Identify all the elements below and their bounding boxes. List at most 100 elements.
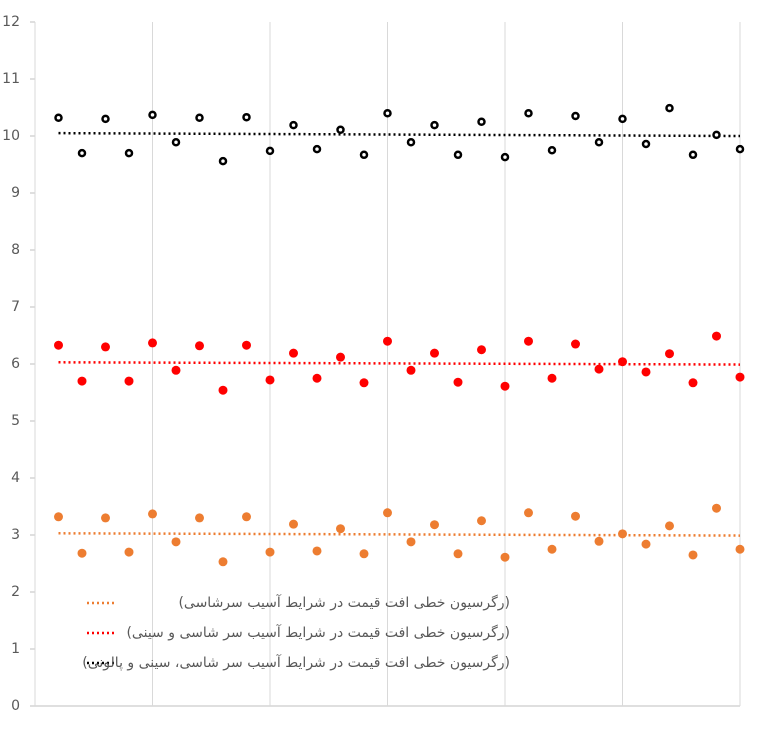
y-tick-label: 0 bbox=[11, 698, 20, 714]
point bbox=[547, 146, 557, 155]
point bbox=[735, 372, 745, 382]
point bbox=[101, 114, 110, 124]
point bbox=[218, 156, 228, 166]
point bbox=[524, 336, 533, 346]
point bbox=[148, 509, 157, 519]
point bbox=[265, 146, 275, 156]
point bbox=[453, 150, 463, 160]
point bbox=[406, 537, 416, 547]
trendline bbox=[58, 361, 741, 366]
legend-label: (رگرسیون خطی افت قیمت در شرایط آسیب سرشا… bbox=[178, 594, 510, 611]
point bbox=[430, 520, 439, 530]
point bbox=[735, 144, 745, 154]
legend-label: (رگرسیون خطی افت قیمت در شرایط آسیب سر ش… bbox=[82, 654, 510, 671]
point bbox=[618, 114, 627, 124]
point bbox=[242, 340, 251, 350]
point bbox=[688, 550, 698, 560]
trendline bbox=[58, 532, 741, 537]
point bbox=[101, 513, 110, 523]
point bbox=[477, 516, 486, 526]
point bbox=[289, 120, 298, 130]
point bbox=[242, 512, 251, 522]
legend-label: (رگرسیون خطی افت قیمت در شرایط آسیب سر ش… bbox=[126, 624, 510, 641]
point bbox=[54, 340, 63, 350]
point bbox=[571, 339, 580, 349]
point bbox=[641, 367, 651, 377]
point bbox=[618, 357, 627, 367]
y-tick-label: 4 bbox=[11, 470, 20, 486]
point bbox=[571, 511, 580, 521]
point bbox=[124, 547, 134, 557]
y-tick-label: 6 bbox=[11, 356, 20, 372]
point bbox=[359, 150, 369, 160]
y-tick-label: 5 bbox=[11, 413, 20, 429]
point bbox=[665, 349, 674, 359]
point bbox=[336, 125, 345, 134]
y-tick-label: 9 bbox=[11, 185, 20, 201]
point bbox=[688, 378, 698, 388]
y-tick-label: 1 bbox=[11, 641, 20, 657]
point bbox=[571, 111, 580, 121]
point bbox=[735, 544, 745, 554]
point bbox=[289, 348, 298, 358]
point bbox=[171, 365, 181, 375]
point bbox=[359, 378, 369, 388]
point bbox=[430, 348, 439, 358]
point bbox=[383, 508, 392, 518]
point bbox=[641, 139, 651, 149]
point bbox=[594, 138, 604, 147]
point bbox=[171, 537, 181, 547]
point bbox=[383, 336, 392, 346]
point bbox=[406, 138, 416, 147]
point bbox=[688, 150, 698, 160]
point bbox=[712, 130, 721, 140]
y-tick-label: 8 bbox=[11, 242, 20, 258]
point bbox=[77, 376, 87, 386]
point bbox=[54, 113, 63, 123]
point bbox=[101, 342, 110, 352]
point bbox=[54, 512, 63, 522]
point bbox=[148, 338, 157, 348]
point bbox=[665, 521, 674, 531]
point bbox=[547, 544, 557, 554]
point bbox=[242, 112, 251, 122]
point bbox=[359, 549, 369, 559]
point bbox=[712, 503, 721, 513]
point bbox=[665, 103, 674, 113]
point bbox=[148, 110, 157, 120]
point bbox=[195, 513, 204, 523]
point bbox=[594, 536, 604, 546]
point bbox=[218, 385, 228, 395]
point bbox=[124, 148, 134, 158]
point bbox=[312, 546, 322, 556]
point bbox=[453, 549, 463, 559]
point bbox=[218, 557, 228, 567]
point bbox=[477, 345, 486, 355]
point bbox=[289, 519, 298, 529]
y-tick-label: 12 bbox=[2, 14, 20, 30]
point bbox=[524, 108, 533, 118]
point bbox=[453, 377, 463, 387]
point bbox=[500, 152, 510, 162]
trendline bbox=[58, 131, 741, 138]
y-tick-label: 3 bbox=[11, 527, 20, 543]
y-tick-label: 10 bbox=[2, 128, 20, 144]
point bbox=[712, 331, 721, 341]
point bbox=[336, 524, 345, 534]
point bbox=[336, 352, 345, 362]
point bbox=[195, 341, 204, 351]
point bbox=[77, 548, 87, 558]
point bbox=[618, 529, 627, 539]
point bbox=[500, 381, 510, 391]
point bbox=[406, 365, 416, 375]
y-tick-label: 7 bbox=[11, 299, 20, 315]
point bbox=[77, 148, 87, 158]
y-tick-label: 2 bbox=[11, 584, 20, 600]
point bbox=[312, 144, 322, 154]
point bbox=[477, 117, 486, 126]
point bbox=[383, 108, 392, 118]
point bbox=[195, 113, 204, 123]
point bbox=[265, 547, 275, 557]
point bbox=[500, 552, 510, 562]
point bbox=[524, 508, 533, 518]
